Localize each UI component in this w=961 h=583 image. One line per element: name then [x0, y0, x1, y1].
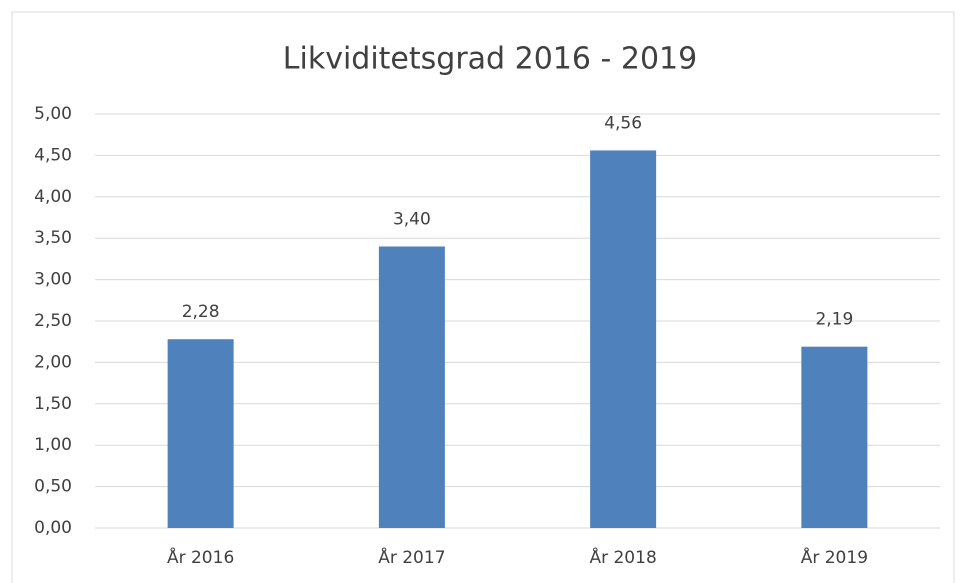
- y-tick-label: 3,00: [34, 270, 72, 290]
- y-tick-label: 4,50: [34, 145, 72, 165]
- x-tick-label: År 2019: [801, 546, 868, 568]
- x-tick-label: År 2016: [167, 546, 234, 568]
- y-tick-label: 2,00: [34, 352, 72, 372]
- data-label: 2,28: [182, 302, 220, 322]
- chart-title: Likviditetsgrad 2016 - 2019: [283, 42, 697, 77]
- data-label: 2,19: [815, 310, 853, 330]
- y-tick-label: 4,00: [34, 187, 72, 207]
- bar: [801, 346, 868, 528]
- y-tick-label: 0,50: [34, 477, 72, 497]
- y-tick-label: 3,50: [34, 228, 72, 248]
- y-tick-label: 0,00: [34, 518, 72, 538]
- x-tick-label: År 2018: [589, 546, 656, 568]
- y-tick-label: 1,50: [34, 394, 72, 414]
- y-tick-label: 1,00: [34, 435, 72, 455]
- data-label: 4,56: [604, 113, 642, 133]
- x-tick-label: År 2017: [378, 546, 445, 568]
- data-label: 3,40: [393, 209, 431, 229]
- y-tick-label: 5,00: [34, 104, 72, 124]
- bar: [590, 150, 657, 528]
- bar: [167, 339, 234, 528]
- y-tick-label: 2,50: [34, 311, 72, 331]
- bar: [378, 246, 445, 529]
